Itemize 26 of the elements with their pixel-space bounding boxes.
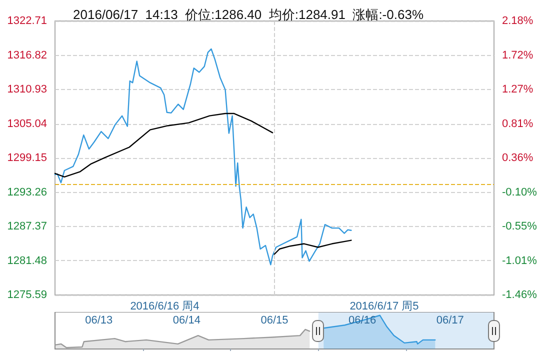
y2-tick-label: -1.01% [502,255,538,268]
y2-tick-label: -0.55% [502,220,538,232]
y-tick-label: 1310.93 [7,84,47,96]
x-tick-label: 06/13 [85,314,113,326]
x-tick-label: 06/15 [260,314,288,326]
y2-tick-label: -1.46% [502,289,538,301]
y-tick-label: 1316.82 [7,49,47,62]
y-tick-label: 1293.26 [7,186,47,198]
y2-tick-label: -0.10% [502,186,538,199]
x-tick-label: 06/17 [436,314,464,326]
y2-tick-label: 1.27% [502,84,534,96]
y2-tick-label: 1.72% [502,50,534,62]
y2-tick-label: 2.18% [502,15,534,27]
y2-tick-label: 0.36% [502,152,534,164]
y2-tick-label: 0.81% [502,118,534,130]
x-tick-label: 2016/6/17 周5 [350,300,419,312]
y-tick-label: 1281.48 [7,254,47,267]
y-tick-label: 1287.37 [7,220,47,232]
x-tick-label: 06/14 [172,314,200,326]
x-tick-label: 2016/6/16 周4 [130,300,200,312]
y-tick-label: 1275.59 [7,289,47,301]
y-tick-label: 1299.15 [7,152,47,164]
chart-title: 2016/06/17 14:13 价位:1286.40 均价:1284.91 涨幅:-0.63% [73,7,424,22]
y-tick-label: 1322.71 [7,15,47,27]
line-series [54,48,352,266]
y-tick-label: 1305.04 [7,118,47,130]
